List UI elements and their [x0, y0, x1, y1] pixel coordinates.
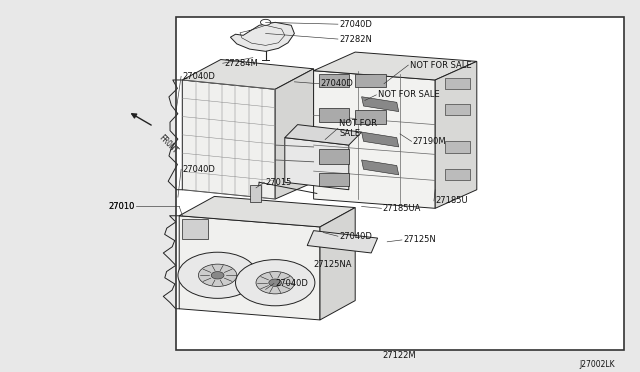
Polygon shape [179, 196, 355, 227]
Circle shape [211, 272, 224, 279]
Polygon shape [275, 69, 314, 199]
Text: 27040D: 27040D [339, 232, 372, 241]
Bar [445, 78, 470, 89]
Bar [319, 108, 349, 122]
Text: 27190M: 27190M [413, 137, 447, 146]
Bar [445, 104, 470, 115]
Text: FRONT: FRONT [157, 133, 179, 156]
Text: 27185U: 27185U [435, 196, 468, 205]
Polygon shape [285, 138, 349, 190]
Polygon shape [182, 80, 275, 199]
Text: 27015: 27015 [266, 178, 292, 187]
Polygon shape [314, 52, 477, 80]
Bar [445, 141, 470, 153]
Bar [176, 17, 624, 350]
Circle shape [198, 264, 237, 286]
Text: J27002LK: J27002LK [579, 360, 615, 369]
Polygon shape [314, 71, 435, 208]
Text: NOT FOR
SALE: NOT FOR SALE [339, 119, 377, 138]
Polygon shape [285, 125, 362, 145]
Text: 27010: 27010 [108, 202, 134, 211]
Bar [355, 74, 386, 87]
Text: 27185UA: 27185UA [383, 204, 421, 213]
Text: 27125N: 27125N [403, 235, 436, 244]
Bar [445, 169, 470, 180]
Bar [319, 173, 349, 186]
Bar [176, 17, 624, 350]
Text: 27122M: 27122M [382, 351, 415, 360]
Polygon shape [179, 216, 320, 320]
Text: 27040D: 27040D [339, 20, 372, 29]
Polygon shape [182, 60, 314, 89]
Text: 27040D: 27040D [182, 72, 215, 81]
Bar [182, 219, 208, 239]
Polygon shape [230, 22, 294, 51]
Polygon shape [362, 132, 399, 147]
Text: 27040D: 27040D [182, 165, 215, 174]
Polygon shape [307, 231, 378, 253]
Circle shape [236, 260, 315, 306]
Bar [250, 185, 261, 202]
Polygon shape [435, 61, 477, 208]
Bar [355, 110, 386, 124]
Text: NOT FOR SALE: NOT FOR SALE [378, 90, 439, 99]
Polygon shape [362, 160, 399, 175]
Text: 27125NA: 27125NA [314, 260, 352, 269]
Bar [319, 74, 349, 87]
Polygon shape [320, 208, 355, 320]
Polygon shape [362, 97, 399, 112]
Text: 27040D: 27040D [275, 279, 308, 288]
Text: NOT FOR SALE: NOT FOR SALE [410, 61, 471, 70]
Circle shape [178, 252, 257, 298]
Circle shape [260, 19, 271, 25]
Text: 27010: 27010 [108, 202, 134, 211]
Text: 27284M: 27284M [224, 59, 258, 68]
Bar [319, 149, 349, 164]
Text: 27282N: 27282N [339, 35, 372, 44]
Text: 27040D: 27040D [320, 79, 353, 88]
Circle shape [256, 272, 294, 294]
Circle shape [269, 279, 282, 286]
